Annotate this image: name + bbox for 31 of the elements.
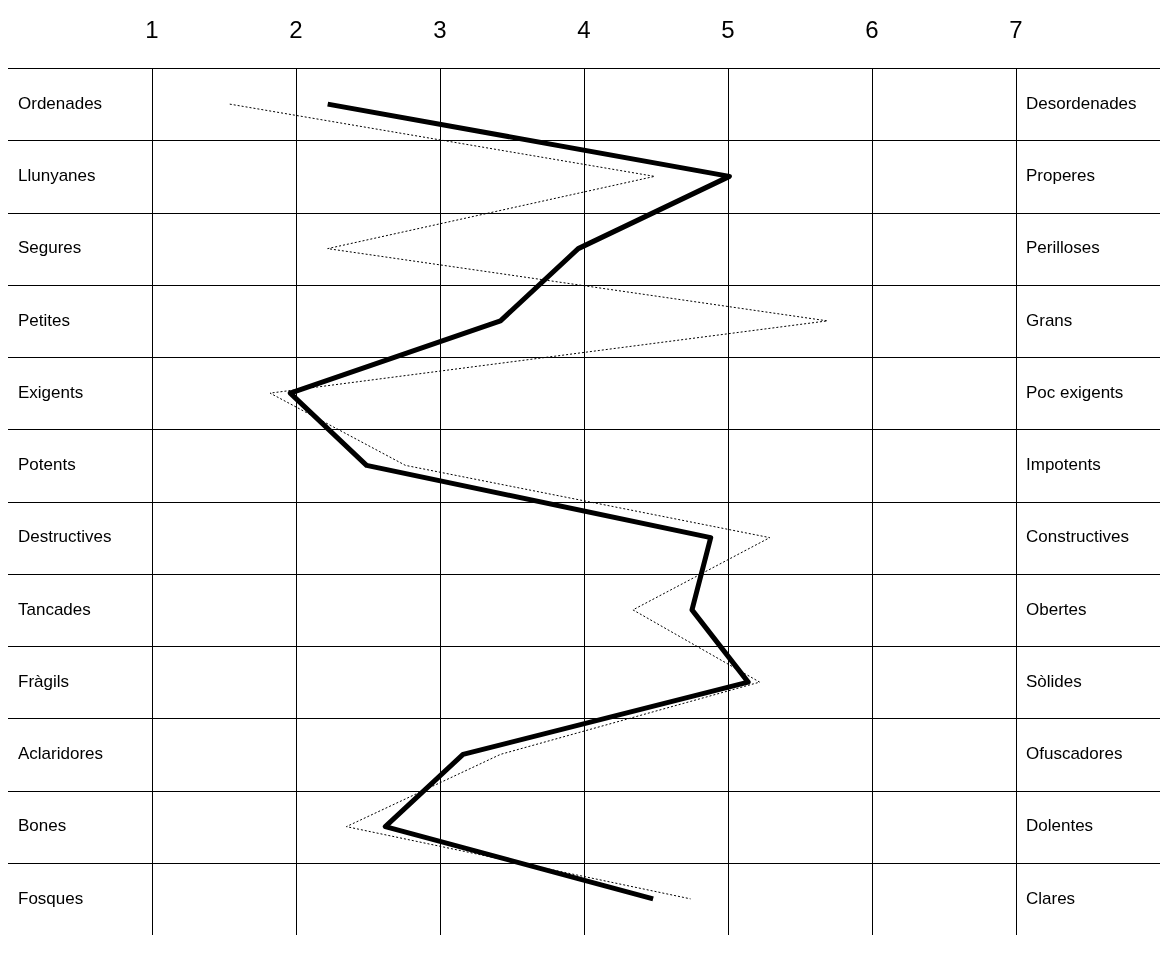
y2-tick-label: Sòlides (1026, 671, 1082, 691)
y-tick-label: Bones (18, 816, 67, 836)
y-tick-label: Exigents (18, 382, 84, 402)
y2-tick-label: Perilloses (1026, 238, 1100, 258)
x-tick-label: 3 (433, 16, 447, 44)
y2-tick-label: Grans (1026, 310, 1073, 330)
x-tick-label: 4 (577, 16, 591, 44)
y-tick-label: Segures (18, 238, 82, 258)
y-tick-label: Ordenades (18, 93, 103, 113)
y-tick-label: Destructives (18, 527, 112, 547)
y2-tick-label: Desordenades (1026, 93, 1137, 113)
x-tick-label: 1 (145, 16, 159, 44)
y-tick-label: Petites (18, 310, 70, 330)
y2-tick-label: Properes (1026, 166, 1095, 186)
y-tick-label: Fosques (18, 888, 84, 908)
y2-tick-label: Dolentes (1026, 816, 1094, 836)
y2-tick-label: Impotents (1026, 455, 1101, 475)
y-tick-label: Aclaridores (18, 744, 104, 764)
x-tick-label: 7 (1009, 16, 1023, 44)
y-tick-label: Potents (18, 455, 76, 475)
x-tick-label: 6 (865, 16, 879, 44)
y-tick-label: Tancades (18, 599, 91, 619)
y-tick-label: Llunyanes (18, 166, 96, 186)
y2-tick-label: Clares (1026, 888, 1076, 908)
x-tick-label: 5 (721, 16, 735, 44)
y-tick-label: Fràgils (18, 671, 70, 691)
y2-tick-label: Constructives (1026, 527, 1129, 547)
y2-tick-label: Obertes (1026, 599, 1087, 619)
y2-tick-label: Ofuscadores (1026, 744, 1123, 764)
x-tick-label: 2 (289, 16, 303, 44)
y2-tick-label: Poc exigents (1026, 382, 1124, 402)
